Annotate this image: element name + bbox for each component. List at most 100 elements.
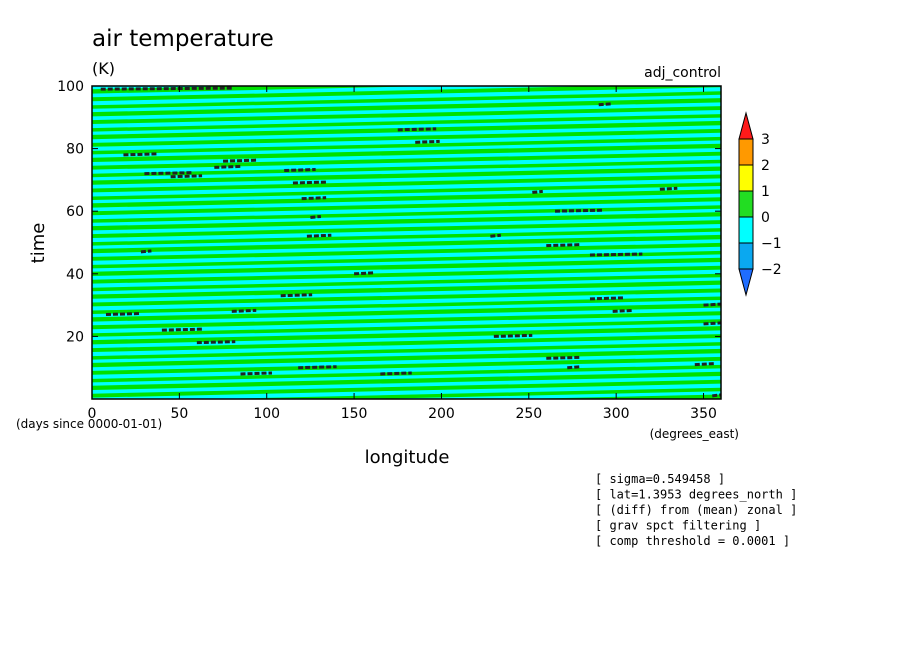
colorbar-cell: [738, 242, 754, 270]
annotation-line: [ comp threshold = 0.0001 ]: [595, 534, 790, 548]
x-tick-label: 200: [428, 406, 455, 422]
field-band: [92, 148, 721, 166]
contour-patch: [298, 365, 337, 370]
contour-patch: [712, 393, 721, 398]
y-tick-label: 80: [66, 142, 84, 158]
field-band: [92, 322, 721, 341]
field-band: [92, 284, 721, 303]
field-band: [92, 429, 721, 447]
contour-patch: [301, 196, 327, 201]
field-band: [92, 208, 721, 227]
x-tick-label: 100: [253, 406, 280, 422]
field-band: [92, 422, 721, 440]
field-band: [92, 110, 721, 129]
colorbar-label: 0: [761, 210, 770, 226]
contour-patch: [554, 208, 604, 213]
contour-patch: [354, 271, 376, 276]
colorbar-cell: [738, 138, 754, 166]
x-unit-note: (degrees_east): [650, 427, 739, 441]
colorbar-label: −1: [761, 236, 782, 252]
field-band: [92, 193, 721, 212]
field-band: [92, 117, 721, 135]
annotation-line: [ sigma=0.549458 ]: [595, 472, 725, 486]
contour-patch: [532, 189, 543, 194]
contour-patch: [292, 180, 328, 185]
field-band: [92, 201, 721, 220]
plot-area: [91, 64, 722, 447]
field-band: [92, 132, 721, 151]
field-band: [92, 262, 721, 280]
contour-patch: [214, 164, 241, 169]
contour-patch: [170, 174, 203, 179]
field-band: [92, 87, 721, 106]
contour-patch: [703, 321, 721, 326]
field-band: [92, 140, 721, 158]
y-unit-note: (days since 0000-01-01): [16, 417, 162, 431]
y-tick-label: 100: [57, 79, 84, 95]
contour-patch: [397, 127, 437, 132]
field-band: [92, 254, 721, 272]
contour-patch: [415, 139, 440, 144]
contour-patch: [140, 249, 152, 254]
contour-patch: [284, 168, 316, 173]
plot-frame: [91, 85, 722, 400]
field-band: [92, 64, 721, 81]
colorbar-label: 2: [761, 158, 770, 174]
field-band: [92, 102, 721, 121]
contour-patch: [490, 233, 501, 238]
field-band: [92, 307, 721, 326]
field-band: [92, 246, 721, 265]
field-bands: [92, 64, 721, 447]
y-tick-label: 60: [66, 204, 84, 220]
annotation-line: [ (diff) from (mean) zonal ]: [595, 503, 797, 517]
field-band: [92, 216, 721, 235]
contour-patch: [589, 296, 625, 301]
field-band: [370, 391, 721, 399]
contour-patch: [100, 86, 232, 91]
field-band: [92, 170, 721, 189]
contour-patch: [659, 186, 678, 191]
annotation-line: [ grav spct filtering ]: [595, 519, 761, 533]
contour-patch: [589, 252, 643, 257]
annotations: [ sigma=0.549458 ] [ lat=1.3953 degrees_n…: [595, 472, 797, 548]
y-axis-label: time: [28, 223, 49, 264]
field-band: [92, 125, 721, 143]
field-band: [92, 383, 721, 399]
x-tick-label: 250: [515, 406, 542, 422]
y-tick-label: 40: [66, 267, 84, 283]
field-band: [92, 186, 721, 204]
contour-patch: [310, 214, 322, 219]
contour-patch: [196, 340, 236, 345]
contour-patch: [306, 233, 332, 238]
field-band: [92, 231, 721, 249]
colorbar: 3 2 1 0 −1 −2: [738, 111, 782, 297]
contour-patch: [546, 243, 582, 248]
field-band: [92, 239, 721, 257]
contour-patch: [612, 308, 634, 313]
colorbar-cell: [738, 164, 754, 192]
x-tick-label: 150: [341, 406, 368, 422]
x-axis: 0 50 100 150 200 250 300 350: [88, 86, 717, 422]
contour-patch: [546, 355, 582, 360]
field-band: [92, 292, 721, 311]
contour-patch: [123, 152, 159, 157]
contour-patch: [567, 365, 582, 370]
y-tick-label: 20: [66, 329, 84, 345]
x-tick-label: 50: [170, 406, 188, 422]
x-tick-label: 350: [690, 406, 717, 422]
field-band: [92, 277, 721, 295]
field-band: [92, 330, 721, 349]
contour-patch: [105, 311, 141, 316]
field-band: [92, 376, 721, 394]
field-band: [92, 315, 721, 334]
dark-contour-patches: [100, 86, 721, 398]
field-band: [92, 178, 721, 197]
field-band: [92, 86, 600, 98]
chart-units: (K): [92, 59, 115, 78]
field-band: [92, 94, 721, 113]
x-axis-label: longitude: [365, 447, 450, 468]
field-band: [92, 163, 721, 181]
y-axis: 20 40 60 80 100: [57, 79, 721, 345]
contour-patch: [493, 333, 533, 338]
